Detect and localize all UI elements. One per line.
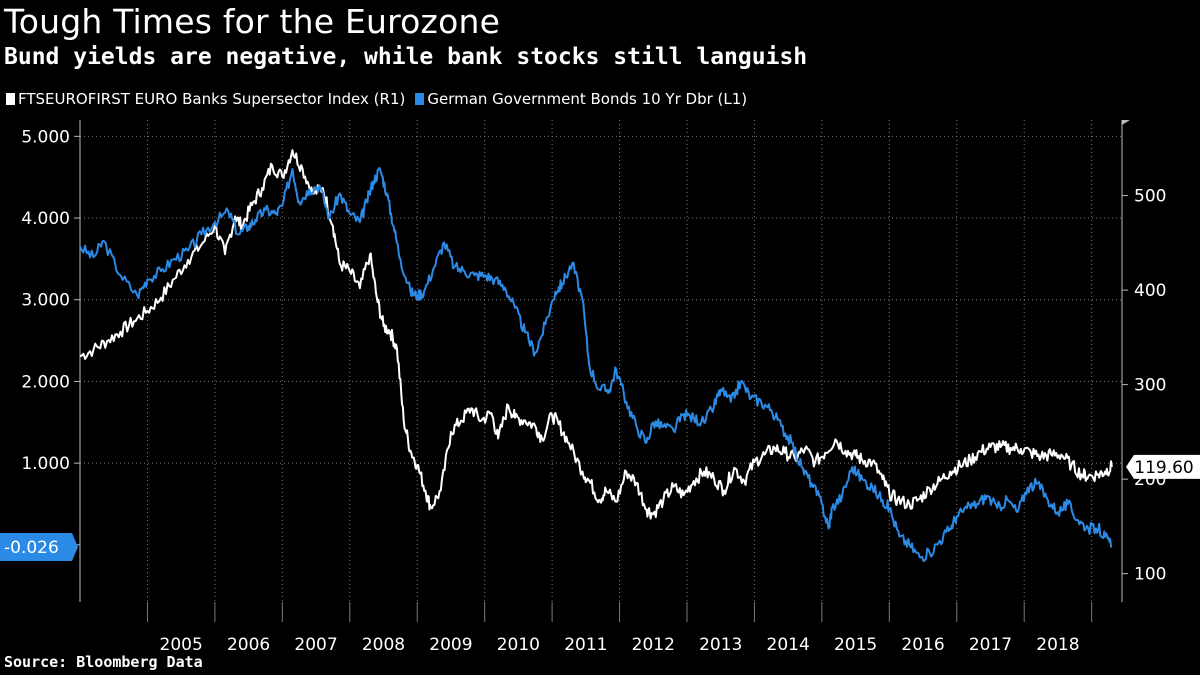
- right-tick-label: 300: [1134, 376, 1166, 396]
- last-value-label-bund: -0.026: [4, 538, 59, 558]
- x-tick-label: 2017: [969, 635, 1012, 655]
- x-tick-label: 2009: [429, 635, 472, 655]
- x-tick-label: 2012: [632, 635, 675, 655]
- x-tick-label: 2005: [160, 635, 203, 655]
- x-tick-label: 2008: [362, 635, 405, 655]
- left-tick-label: 1.000: [21, 454, 70, 474]
- last-value-badge-banks: [1126, 454, 1200, 479]
- series-line-bund: [79, 166, 1113, 563]
- chart-title: Tough Times for the Eurozone: [4, 2, 501, 41]
- x-tick-label: 2018: [1036, 635, 1079, 655]
- left-tick-label: 3.000: [21, 291, 70, 311]
- right-tick-label: 500: [1134, 187, 1166, 207]
- legend: FTSEUROFIRST EURO Banks Supersector Inde…: [6, 90, 757, 108]
- series-line-banks: [79, 149, 1113, 520]
- legend-label-banks: FTSEUROFIRST EURO Banks Supersector Inde…: [18, 90, 406, 108]
- right-tick-label: 400: [1134, 281, 1166, 301]
- legend-item-bund: German Government Bonds 10 Yr Dbr (L1): [415, 90, 747, 108]
- x-tick-label: 2010: [497, 635, 540, 655]
- x-tick-label: 2013: [699, 635, 742, 655]
- left-tick-label: 5.000: [21, 127, 70, 147]
- left-tick-label: 2.000: [21, 372, 70, 392]
- x-tick-label: 2011: [564, 635, 607, 655]
- right-tick-label: 100: [1134, 565, 1166, 585]
- x-tick-label: 2014: [767, 635, 810, 655]
- x-tick-label: 2006: [227, 635, 270, 655]
- legend-label-bund: German Government Bonds 10 Yr Dbr (L1): [427, 90, 748, 108]
- last-value-label-banks: 119.60: [1134, 458, 1193, 478]
- chart-subtitle: Bund yields are negative, while bank sto…: [4, 44, 808, 70]
- legend-item-banks: FTSEUROFIRST EURO Banks Supersector Inde…: [6, 90, 405, 108]
- source-note: Source: Bloomberg Data: [4, 653, 203, 671]
- legend-swatch-banks: [6, 93, 15, 105]
- right-axis-arrow: [1122, 120, 1130, 125]
- x-tick-label: 2015: [834, 635, 877, 655]
- legend-swatch-bund: [415, 93, 425, 105]
- x-tick-label: 2007: [294, 635, 337, 655]
- last-value-badge-bund: [0, 532, 78, 561]
- left-tick-label: 4.000: [21, 209, 70, 229]
- x-tick-label: 2016: [901, 635, 944, 655]
